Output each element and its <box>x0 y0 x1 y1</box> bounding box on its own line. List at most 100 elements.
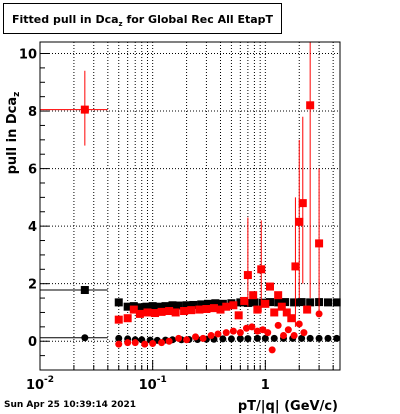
y-axis-label-sub: z <box>12 92 22 97</box>
data-point-circle <box>315 310 323 318</box>
title-box: Fitted pull in Dcaz for Global Rec All E… <box>3 3 282 34</box>
data-point-circle <box>165 337 173 345</box>
data-point-square <box>195 305 204 314</box>
data-point-circle <box>264 329 272 337</box>
data-point-circle <box>227 335 235 343</box>
data-point-circle <box>242 324 250 332</box>
y-tick-label: 0 <box>28 335 37 350</box>
data-point-square <box>234 311 243 320</box>
data-point-circle <box>236 329 244 337</box>
data-point-square <box>187 306 196 315</box>
data-point-circle <box>253 334 261 342</box>
data-point-square <box>216 305 225 314</box>
data-point-square <box>180 307 189 316</box>
y-axis-label-main: pull in Dca <box>5 97 20 175</box>
data-point-circle <box>219 335 227 343</box>
data-point-square <box>204 299 213 308</box>
data-point-square <box>274 291 283 300</box>
data-point-square <box>80 105 89 114</box>
chart-title: Fitted pull in Dcaz for Global Rec All E… <box>12 13 273 28</box>
data-point-circle <box>306 334 314 342</box>
data-point-square <box>129 305 138 314</box>
y-tick-label: 8 <box>28 105 37 120</box>
data-point-circle <box>284 326 292 334</box>
data-point-circle <box>290 331 298 339</box>
data-point-circle <box>207 331 215 339</box>
data-point-circle <box>315 334 323 342</box>
y-tick-label: 6 <box>28 163 37 178</box>
y-axis-label: pull in Dcaz <box>5 92 22 175</box>
data-point-square <box>253 305 262 314</box>
data-point-circle <box>81 334 89 342</box>
data-point-square <box>240 296 249 305</box>
title-suffix: for Global Rec All EtapT <box>122 13 274 26</box>
data-point-square <box>250 298 259 307</box>
data-point-square <box>114 315 123 324</box>
data-point-circle <box>115 340 123 348</box>
data-point-square <box>161 302 170 311</box>
data-point-square <box>165 307 174 316</box>
data-point-square <box>168 301 177 310</box>
data-point-square <box>306 101 315 110</box>
data-point-square <box>222 302 231 311</box>
data-point-square <box>274 298 283 307</box>
data-point-square <box>157 307 166 316</box>
data-point-circle <box>295 320 303 328</box>
data-point-square <box>143 308 152 317</box>
data-point-square <box>142 302 151 311</box>
data-point-circle <box>274 321 282 329</box>
data-point-square <box>315 239 324 248</box>
data-point-square <box>249 291 258 300</box>
data-point-square <box>298 199 307 208</box>
data-point-circle <box>214 330 222 338</box>
data-point-circle <box>253 327 261 335</box>
x-tick-label: 10-2 <box>26 375 54 393</box>
data-point-square <box>171 308 180 317</box>
data-point-circle <box>115 334 123 342</box>
data-point-square <box>281 298 290 307</box>
data-point-circle <box>236 335 244 343</box>
data-point-square <box>114 298 123 307</box>
data-point-circle <box>248 323 256 331</box>
data-point-circle <box>333 334 341 342</box>
title-subscript: z <box>118 20 123 29</box>
data-point-square <box>148 302 157 311</box>
data-point-circle <box>268 346 276 354</box>
data-point-circle <box>124 339 132 347</box>
data-point-circle <box>300 329 308 337</box>
data-point-square <box>257 265 266 274</box>
data-point-square <box>211 299 220 308</box>
data-point-square <box>229 301 238 310</box>
title-prefix: Fitted pull in Dca <box>12 13 119 26</box>
data-point-square <box>282 308 291 317</box>
data-point-square <box>287 314 296 323</box>
plot-frame <box>39 41 341 371</box>
data-point-square <box>182 301 191 310</box>
x-axis-label: pT/|q| (GeV/c) <box>238 399 338 414</box>
data-point-square <box>174 301 183 310</box>
y-tick-label: 2 <box>28 278 37 293</box>
data-point-square <box>261 299 270 308</box>
data-point-square <box>209 304 218 313</box>
data-point-square <box>243 271 252 280</box>
data-point-square <box>290 298 299 307</box>
data-point-circle <box>324 334 332 342</box>
data-marks <box>40 42 341 354</box>
data-point-square <box>295 217 304 226</box>
data-point-circle <box>141 340 149 348</box>
data-point-square <box>123 314 132 323</box>
data-point-circle <box>222 329 230 337</box>
data-point-square <box>297 298 306 307</box>
data-point-circle <box>244 335 252 343</box>
x-tick-label: 1 <box>261 378 270 393</box>
data-point-square <box>291 262 300 271</box>
data-point-square <box>189 300 198 309</box>
data-point-circle <box>270 334 278 342</box>
data-point-circle <box>149 340 157 348</box>
data-point-circle <box>192 333 200 341</box>
data-point-square <box>202 305 211 314</box>
data-point-square <box>155 302 164 311</box>
data-point-square <box>324 298 333 307</box>
y-tick-label: 10 <box>19 48 37 63</box>
